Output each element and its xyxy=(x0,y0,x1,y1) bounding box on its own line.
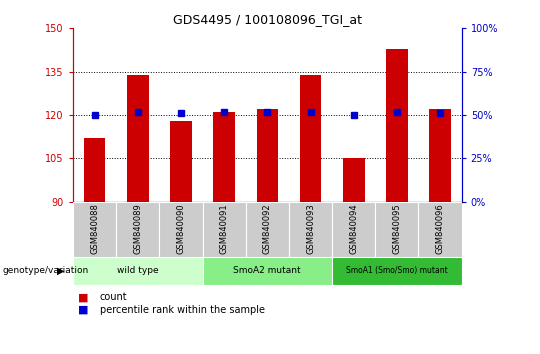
Text: GSM840090: GSM840090 xyxy=(177,204,185,254)
Text: genotype/variation: genotype/variation xyxy=(3,266,89,275)
Text: GSM840088: GSM840088 xyxy=(90,204,99,254)
Bar xyxy=(170,121,192,202)
Bar xyxy=(375,202,418,257)
Text: count: count xyxy=(100,292,127,302)
Bar xyxy=(429,109,451,202)
Bar xyxy=(246,202,289,257)
Bar xyxy=(159,202,202,257)
Text: percentile rank within the sample: percentile rank within the sample xyxy=(100,305,265,315)
Bar xyxy=(386,48,408,202)
Title: GDS4495 / 100108096_TGI_at: GDS4495 / 100108096_TGI_at xyxy=(173,13,362,26)
Bar xyxy=(332,257,462,285)
Text: wild type: wild type xyxy=(117,266,159,275)
Text: ■: ■ xyxy=(78,305,89,315)
Bar xyxy=(256,109,278,202)
Bar xyxy=(418,202,462,257)
Bar xyxy=(84,138,105,202)
Text: GSM840095: GSM840095 xyxy=(393,204,401,254)
Text: ▶: ▶ xyxy=(57,266,65,276)
Bar xyxy=(116,202,159,257)
Bar xyxy=(289,202,332,257)
Bar xyxy=(202,257,332,285)
Bar xyxy=(127,75,148,202)
Text: SmoA1 (Smo/Smo) mutant: SmoA1 (Smo/Smo) mutant xyxy=(346,266,448,275)
Bar xyxy=(300,75,321,202)
Bar xyxy=(202,202,246,257)
Text: GSM840092: GSM840092 xyxy=(263,204,272,254)
Text: ■: ■ xyxy=(78,292,89,302)
Bar xyxy=(332,202,375,257)
Bar xyxy=(73,257,202,285)
Text: GSM840091: GSM840091 xyxy=(220,204,228,254)
Text: GSM840089: GSM840089 xyxy=(133,204,142,254)
Text: GSM840093: GSM840093 xyxy=(306,204,315,254)
Text: SmoA2 mutant: SmoA2 mutant xyxy=(233,266,301,275)
Text: GSM840094: GSM840094 xyxy=(349,204,358,254)
Text: GSM840096: GSM840096 xyxy=(436,204,444,254)
Bar xyxy=(73,202,116,257)
Bar xyxy=(343,159,364,202)
Bar xyxy=(213,112,235,202)
